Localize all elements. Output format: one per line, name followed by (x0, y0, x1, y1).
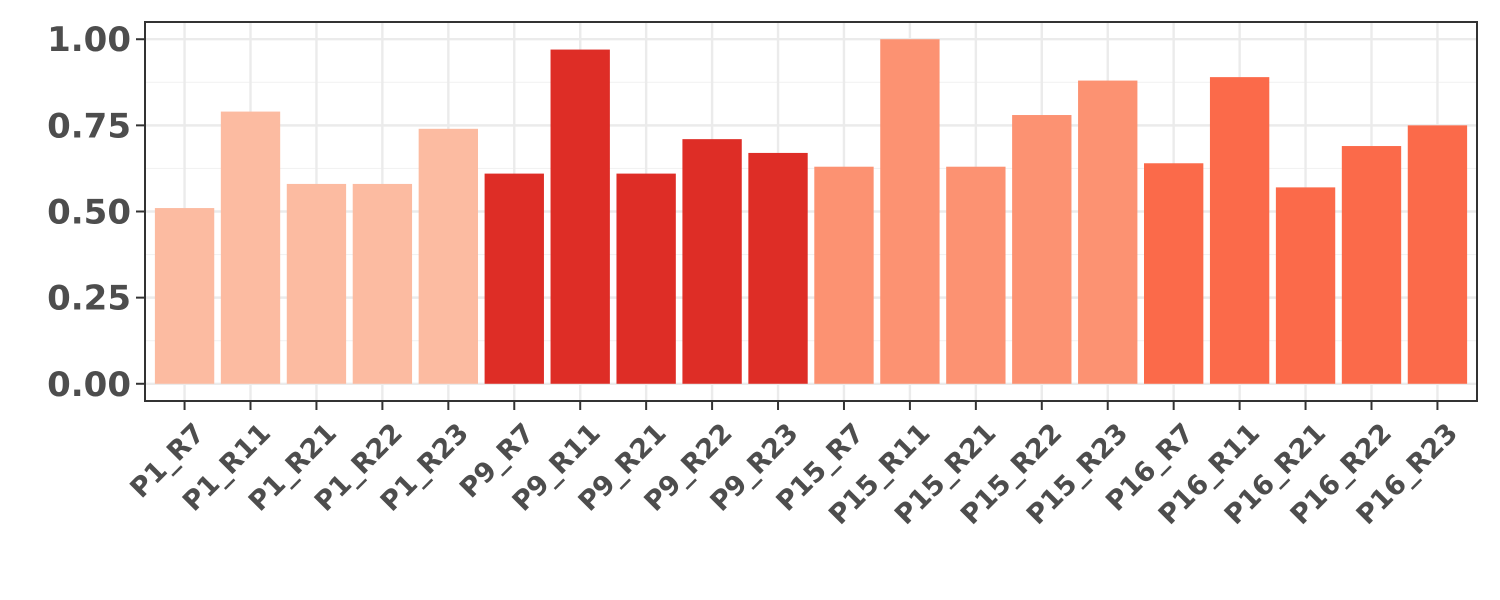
x-axis: P1_R7P1_R11P1_R21P1_R22P1_R23P9_R7P9_R11… (124, 401, 1464, 531)
y-tick-label: 0.50 (47, 193, 131, 233)
bar-P1_R23 (418, 128, 478, 384)
bar-P1_R11 (220, 111, 281, 384)
y-tick-label: 0.75 (47, 106, 131, 146)
bars (154, 39, 1468, 384)
y-tick-label: 0.00 (47, 365, 131, 405)
bar-P16_R23 (1407, 125, 1468, 384)
bar-P9_R7 (484, 173, 544, 384)
bar-P16_R22 (1341, 146, 1402, 384)
bar-P1_R7 (154, 208, 215, 384)
bar-P9_R22 (682, 139, 742, 384)
y-tick-label: 0.25 (47, 279, 131, 319)
bar-P16_R21 (1275, 187, 1336, 384)
bar-P16_R7 (1144, 163, 1204, 384)
bar-P1_R21 (286, 183, 347, 384)
bar-P9_R23 (748, 152, 808, 384)
bar-P15_R22 (1012, 115, 1072, 384)
y-tick-label: 1.00 (47, 20, 131, 60)
bar-P15_R21 (946, 166, 1006, 384)
y-axis: 0.00 0.25 0.50 0.75 1.00 (47, 20, 145, 405)
bar-P1_R22 (352, 183, 413, 384)
bar-P16_R11 (1209, 77, 1270, 384)
bar-P9_R11 (550, 49, 610, 384)
bar-P15_R23 (1078, 80, 1138, 384)
bar-P9_R21 (616, 173, 676, 384)
bar-P15_R7 (814, 166, 874, 384)
bar-P15_R11 (880, 39, 940, 384)
